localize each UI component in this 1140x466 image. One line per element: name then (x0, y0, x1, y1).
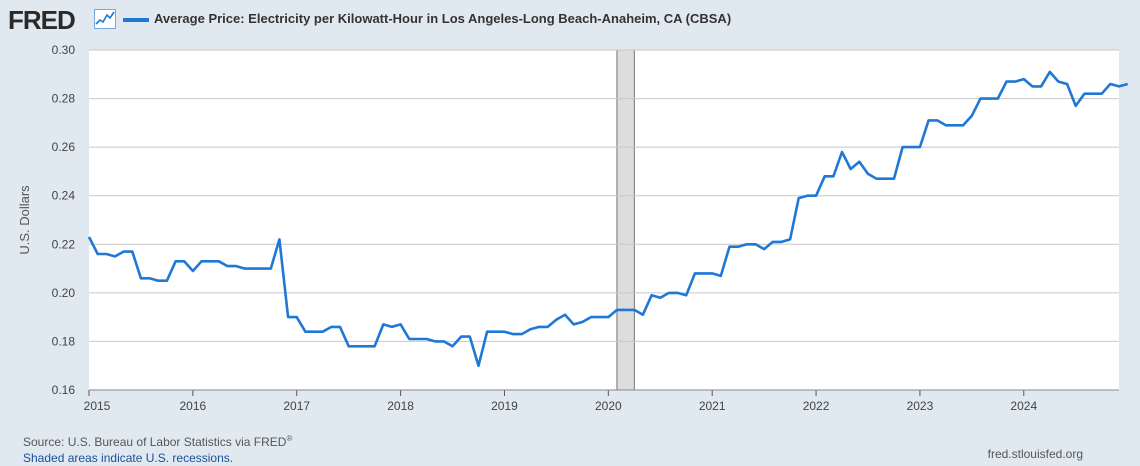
x-tick-label: 2016 (180, 399, 207, 413)
x-tick-label: 2015 (84, 399, 111, 413)
y-tick-label: 0.16 (52, 383, 76, 397)
y-tick-label: 0.26 (52, 140, 76, 154)
legend-series-title[interactable]: Average Price: Electricity per Kilowatt-… (154, 11, 732, 26)
recession-layer (616, 49, 635, 391)
x-tick-label: 2021 (699, 399, 726, 413)
x-tick-label: 2019 (491, 399, 518, 413)
y-axis-label: U.S. Dollars (17, 185, 32, 255)
legend-swatch (123, 18, 149, 22)
x-axis-ticks: 2015 2016 2017 2018 2019 2020 2021 2022 2023 2024 (84, 389, 1119, 413)
y-tick-label: 0.30 (52, 43, 76, 57)
line-chart: 0.160.180.200.220.240.260.280.30 2015 201… (17, 43, 1129, 413)
chart-footer: Source: U.S. Bureau of Labor Statistics … (23, 431, 292, 466)
site-link[interactable]: fred.stlouisfed.org (987, 447, 1083, 461)
y-tick-label: 0.20 (52, 286, 76, 300)
fred-logo[interactable]: FRED (8, 5, 76, 35)
y-tick-label: 0.22 (52, 237, 76, 251)
registered-mark: ® (286, 434, 293, 443)
y-tick-label: 0.18 (52, 334, 76, 348)
x-tick-label: 2022 (803, 399, 830, 413)
source-text: Source: U.S. Bureau of Labor Statistics … (23, 435, 287, 449)
x-tick-label: 2017 (283, 399, 310, 413)
chart-header: FRED Average Price: Electricity per Kilo… (0, 0, 1140, 44)
line-chart-icon (94, 9, 116, 29)
recession-band (616, 49, 635, 391)
x-tick-label: 2024 (1010, 399, 1037, 413)
x-tick-label: 2023 (907, 399, 934, 413)
y-axis-ticks: 0.16 0.18 0.20 0.22 0.24 0.26 0.28 0.30 (52, 43, 76, 397)
plot-area (89, 50, 1119, 390)
y-tick-label: 0.24 (52, 189, 76, 203)
recession-note-link[interactable]: Shaded areas indicate U.S. recessions. (23, 451, 234, 465)
series-line[interactable] (87, 70, 1129, 368)
x-tick-label: 2020 (595, 399, 622, 413)
source-line: Source: U.S. Bureau of Labor Statistics … (23, 431, 292, 450)
y-tick-label: 0.28 (52, 92, 76, 106)
x-tick-label: 2018 (387, 399, 414, 413)
series-layer (87, 70, 1129, 368)
